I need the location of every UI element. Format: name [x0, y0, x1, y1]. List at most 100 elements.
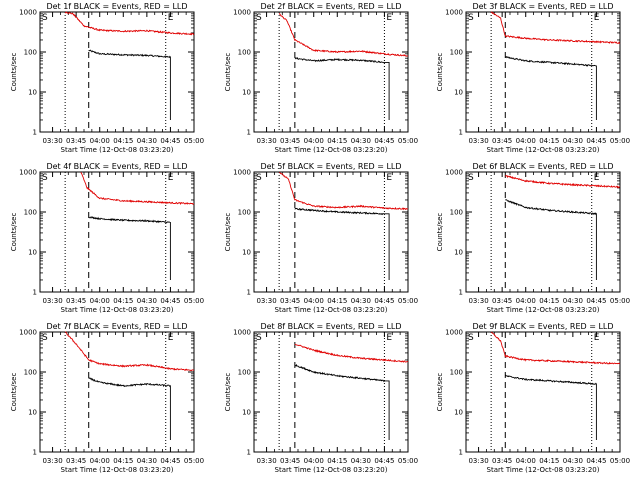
x-tick-label: 04:00 [516, 297, 536, 305]
end-marker-label: E [594, 333, 600, 343]
lld-series-line [490, 11, 621, 44]
y-tick-label: 1000 [19, 329, 37, 337]
x-tick-label: 04:45 [160, 297, 180, 305]
x-tick-label: 03:45 [280, 297, 300, 305]
x-tick-label: 03:30 [256, 457, 276, 465]
chart-title: Det 4f BLACK = Events, RED = LLD [46, 162, 187, 171]
x-tick-label: 05:00 [184, 297, 204, 305]
x-tick-label: 03:30 [256, 297, 276, 305]
start-marker-label: S [256, 13, 262, 23]
y-axis-label: Counts/sec [436, 53, 444, 92]
x-tick-label: 03:45 [66, 137, 86, 145]
chart-panel-3: Det 3f BLACK = Events, RED = LLD 1 10 100 10… [436, 2, 630, 154]
x-tick-label: 05:00 [398, 297, 418, 305]
y-tick-label: 1 [459, 449, 463, 457]
y-tick-label: 1 [247, 129, 251, 137]
chart-title: Det 5f BLACK = Events, RED = LLD [260, 162, 401, 171]
end-marker-label: E [168, 333, 174, 343]
y-tick-label: 100 [238, 49, 251, 57]
events-series-line [294, 56, 390, 120]
plot-frame [253, 171, 409, 293]
lld-series-line [278, 13, 408, 57]
chart-panel-7: Det 7f BLACK = Events, RED = LLD 1 10 100 10… [10, 322, 204, 474]
chart-title: Det 7f BLACK = Events, RED = LLD [46, 322, 187, 331]
x-tick-label: 04:00 [90, 457, 110, 465]
x-tick-label: 04:15 [327, 297, 347, 305]
x-tick-label: 04:15 [327, 137, 347, 145]
plot-frame [39, 11, 195, 133]
y-tick-label: 1000 [233, 169, 251, 177]
chart-title: Det 6f BLACK = Events, RED = LLD [472, 162, 613, 171]
x-axis-label: Start Time (12-Oct-08 03:23:20) [487, 146, 600, 154]
x-tick-label: 04:45 [374, 457, 394, 465]
y-axis-label: Counts/sec [224, 53, 232, 92]
x-tick-label: 04:45 [374, 297, 394, 305]
y-axis-label: Counts/sec [436, 213, 444, 252]
x-tick-label: 04:15 [113, 457, 133, 465]
x-tick-label: 04:30 [137, 137, 157, 145]
y-axis-label: Counts/sec [224, 373, 232, 412]
y-tick-label: 100 [24, 49, 37, 57]
x-tick-label: 03:45 [492, 297, 512, 305]
end-marker-label: E [594, 173, 600, 183]
events-series-line [88, 377, 171, 440]
chart-panel-6: Det 6f BLACK = Events, RED = LLD 1 10 100 10… [436, 162, 630, 314]
x-tick-label: 04:00 [90, 137, 110, 145]
x-tick-label: 04:00 [304, 457, 324, 465]
plot-frame [253, 11, 409, 133]
x-tick-label: 03:45 [280, 137, 300, 145]
start-marker-label: S [42, 333, 48, 343]
chart-panel-9: Det 9f BLACK = Events, RED = LLD 1 10 100 10… [436, 322, 630, 474]
y-tick-label: 1 [33, 289, 37, 297]
y-tick-label: 10 [28, 409, 37, 417]
y-tick-label: 10 [454, 89, 463, 97]
x-tick-label: 03:30 [42, 457, 62, 465]
x-tick-label: 03:45 [492, 137, 512, 145]
start-marker-label: S [256, 333, 262, 343]
lld-series-line [64, 11, 195, 36]
plot-frame [39, 171, 195, 293]
end-marker-label: E [168, 173, 174, 183]
events-series-line [505, 199, 597, 280]
y-tick-label: 100 [238, 209, 251, 217]
x-tick-label: 05:00 [398, 457, 418, 465]
y-tick-label: 10 [28, 249, 37, 257]
y-tick-label: 10 [454, 409, 463, 417]
y-tick-label: 100 [24, 369, 37, 377]
y-axis-label: Counts/sec [224, 213, 232, 252]
x-tick-label: 04:00 [90, 297, 110, 305]
y-tick-label: 1 [33, 449, 37, 457]
x-tick-label: 03:30 [468, 457, 488, 465]
lld-series-line [279, 172, 409, 211]
chart-title: Det 1f BLACK = Events, RED = LLD [46, 2, 187, 11]
y-tick-label: 1000 [445, 9, 463, 17]
x-tick-label: 04:00 [304, 297, 324, 305]
y-tick-label: 1 [247, 449, 251, 457]
x-tick-label: 03:30 [468, 137, 488, 145]
y-tick-label: 1000 [19, 169, 37, 177]
x-tick-label: 03:45 [492, 457, 512, 465]
x-tick-label: 04:30 [563, 297, 583, 305]
x-tick-label: 04:15 [539, 457, 559, 465]
chart-title: Det 2f BLACK = Events, RED = LLD [260, 2, 401, 11]
x-tick-label: 05:00 [184, 457, 204, 465]
start-marker-label: S [42, 13, 48, 23]
y-tick-label: 100 [238, 369, 251, 377]
y-tick-label: 10 [28, 89, 37, 97]
x-tick-label: 04:15 [113, 297, 133, 305]
y-tick-label: 1 [459, 129, 463, 137]
x-tick-label: 04:00 [516, 457, 536, 465]
lld-series-line [490, 331, 621, 365]
lld-series-line [65, 331, 195, 372]
x-tick-label: 03:45 [66, 457, 86, 465]
plot-frame [253, 331, 409, 453]
x-tick-label: 05:00 [398, 137, 418, 145]
x-tick-label: 05:00 [610, 297, 630, 305]
events-series-line [294, 363, 390, 440]
start-marker-label: S [42, 173, 48, 183]
y-tick-label: 100 [450, 369, 463, 377]
events-series-line [504, 374, 597, 440]
start-marker-label: S [468, 333, 474, 343]
y-tick-label: 1000 [19, 9, 37, 17]
